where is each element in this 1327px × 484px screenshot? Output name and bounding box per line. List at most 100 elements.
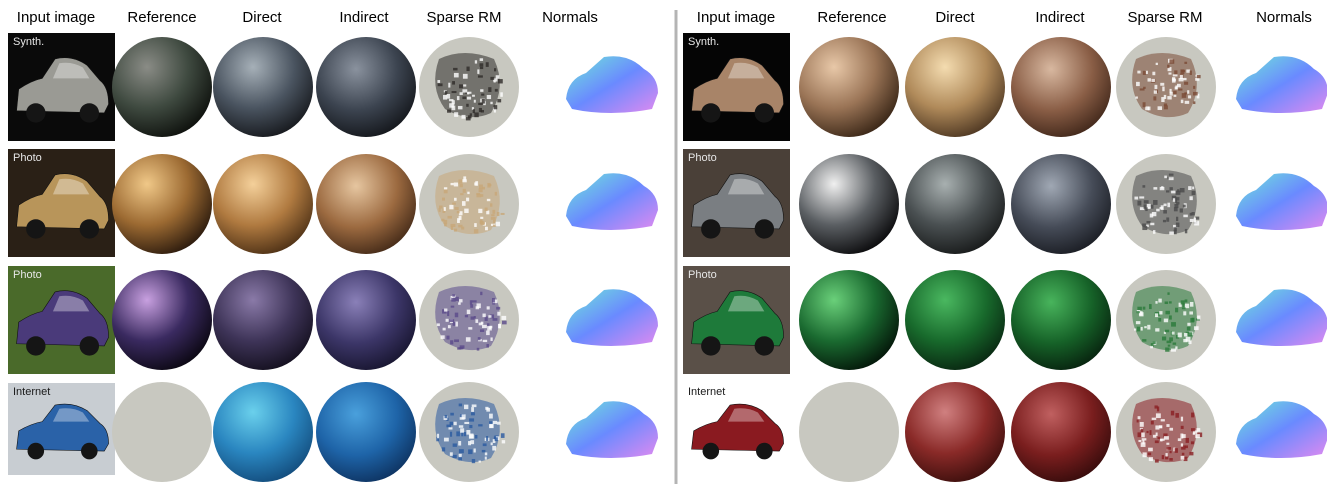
normal-map: [1236, 401, 1327, 458]
car-silver-silhouette: [691, 173, 784, 230]
indirect-sphere: [316, 270, 416, 370]
direct-sphere: [213, 382, 313, 482]
source-label: Photo: [13, 269, 42, 281]
column-header-direct: Direct: [242, 9, 282, 26]
source-label: Photo: [13, 152, 42, 164]
column-header-input-image: Input image: [697, 9, 775, 26]
window: [727, 178, 765, 195]
direct-sphere: [213, 270, 313, 370]
input-image: Photo: [8, 149, 115, 257]
input-image: Synth.: [683, 33, 790, 141]
wheel: [754, 336, 775, 356]
result-row: Photo: [683, 149, 1327, 257]
wheel: [79, 219, 100, 239]
column-header-sparse-rm: Sparse RM: [1127, 9, 1202, 26]
input-image: Internet: [8, 383, 115, 475]
wheel: [754, 103, 775, 123]
reference-sphere: [799, 270, 899, 370]
wheel: [26, 336, 46, 356]
direct-sphere: [905, 154, 1005, 254]
sparse-rm-samples: [1132, 398, 1203, 463]
indirect-sphere: [316, 37, 416, 137]
reference-sphere: [112, 37, 212, 137]
wheel: [79, 103, 100, 123]
source-label: Internet: [688, 386, 725, 398]
normal-map: [566, 289, 658, 346]
wheel: [79, 336, 100, 356]
car-bronze-silhouette: [691, 57, 784, 114]
indirect-sphere: [316, 154, 416, 254]
source-label: Synth.: [688, 36, 719, 48]
indirect-sphere: [1011, 37, 1111, 137]
car-blue-silhouette: [16, 403, 109, 452]
column-header-sparse-rm: Sparse RM: [426, 9, 501, 26]
left-panel: Synth. Photo Photo Internet: [8, 33, 658, 482]
sparse-rm-samples: [435, 170, 505, 235]
sparse-rm-samples: [1132, 53, 1201, 118]
window: [52, 62, 90, 79]
source-label: Photo: [688, 152, 717, 164]
window: [52, 178, 90, 195]
column-headers: Input image Reference Direct Indirect Sparse…: [17, 9, 1312, 26]
indirect-sphere: [316, 382, 416, 482]
reference-sphere-empty: [799, 382, 899, 482]
input-image: Photo: [683, 266, 790, 374]
window: [52, 408, 90, 422]
result-row: Photo: [683, 266, 1327, 374]
reference-sphere: [112, 270, 212, 370]
window: [727, 408, 765, 422]
wheel: [702, 442, 720, 460]
wheel: [701, 103, 721, 123]
normal-map: [566, 401, 658, 458]
indirect-sphere: [1011, 270, 1111, 370]
direct-sphere: [905, 270, 1005, 370]
sparse-rm-samples: [1132, 286, 1201, 352]
source-label: Synth.: [13, 36, 44, 48]
normal-map: [1236, 173, 1327, 230]
source-label: Internet: [13, 386, 50, 398]
result-row: Photo: [8, 266, 658, 374]
result-row: Synth.: [8, 33, 658, 141]
column-header-reference: Reference: [817, 9, 886, 26]
input-image: Synth.: [8, 33, 115, 141]
column-header-reference: Reference: [127, 9, 196, 26]
normal-map: [1236, 289, 1327, 346]
sparse-rm-samples: [435, 286, 507, 351]
wheel: [26, 103, 46, 123]
input-image: Photo: [8, 266, 115, 374]
sparse-rm-samples: [1132, 170, 1200, 235]
column-header-indirect: Indirect: [1035, 9, 1085, 26]
column-header-normals: Normals: [542, 9, 598, 26]
reference-sphere: [799, 37, 899, 137]
wheel: [756, 442, 773, 460]
wheel: [81, 442, 98, 460]
indirect-sphere: [1011, 154, 1111, 254]
column-header-direct: Direct: [935, 9, 975, 26]
window: [52, 295, 90, 312]
result-row: Synth.: [683, 33, 1327, 141]
source-label: Photo: [688, 269, 717, 281]
column-header-normals: Normals: [1256, 9, 1312, 26]
normal-map: [566, 56, 658, 113]
reference-sphere: [112, 154, 212, 254]
column-header-indirect: Indirect: [339, 9, 389, 26]
wheel: [701, 336, 721, 356]
result-row: Photo: [8, 149, 658, 257]
direct-sphere: [213, 37, 313, 137]
result-row: Internet: [683, 382, 1327, 482]
input-image: Photo: [683, 149, 790, 257]
car-gold-silhouette: [16, 173, 109, 230]
wheel: [26, 219, 46, 239]
wheel: [27, 442, 45, 460]
sparse-rm-samples: [435, 53, 503, 121]
car-green-silhouette: [691, 290, 784, 347]
column-header-input-image: Input image: [17, 9, 95, 26]
car-gray-silhouette: [16, 57, 109, 114]
normal-map: [566, 173, 658, 230]
car-red-silhouette: [691, 403, 784, 452]
window: [727, 295, 765, 312]
normal-map: [1236, 56, 1327, 113]
right-panel: Synth. Photo Photo Internet: [683, 33, 1327, 482]
sparse-rm-samples: [435, 398, 506, 464]
